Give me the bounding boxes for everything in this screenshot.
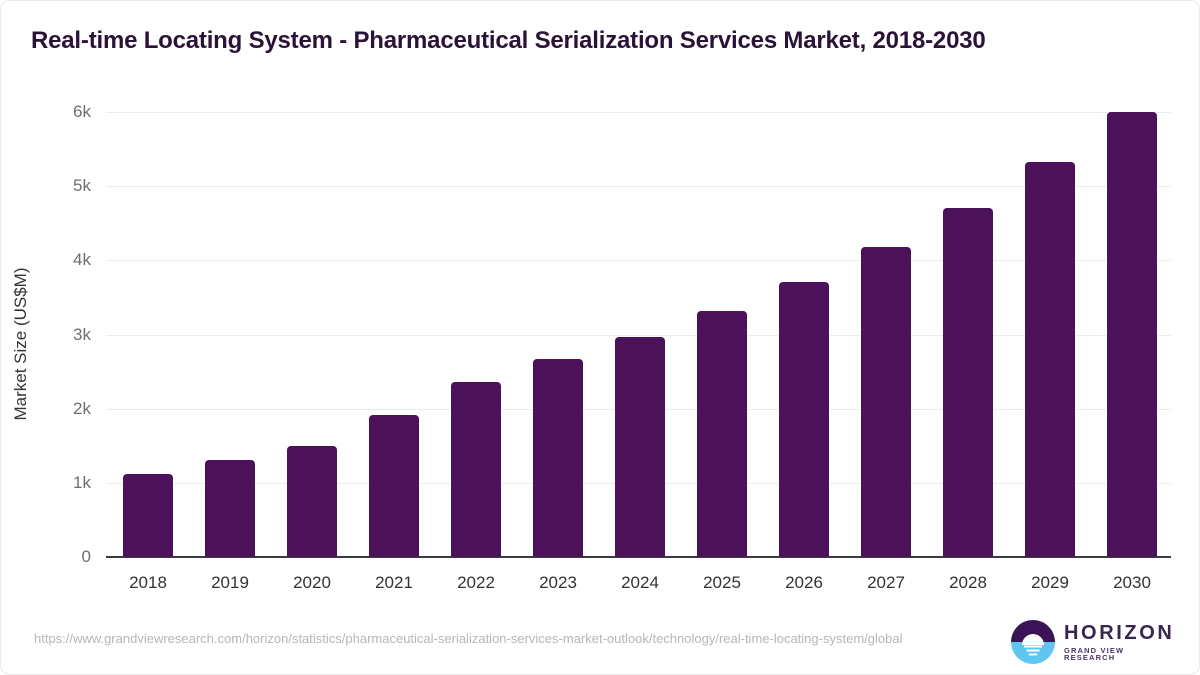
logo-wordmark: HORIZON bbox=[1064, 621, 1175, 644]
y-axis-tick-label: 4k bbox=[73, 250, 91, 270]
logo-tagline: GRAND VIEW RESEARCH bbox=[1064, 645, 1125, 662]
bar-2030[interactable] bbox=[1107, 111, 1157, 557]
bar-2019[interactable] bbox=[205, 459, 255, 557]
gridline bbox=[106, 186, 1171, 188]
gridline bbox=[106, 112, 1171, 113]
horizon-logo: HORIZON GRAND VIEW RESEARCH bbox=[1011, 617, 1174, 667]
bar-2018[interactable] bbox=[123, 473, 173, 557]
y-axis-tick-label: 2k bbox=[73, 398, 91, 418]
horizon-sun-circle-icon bbox=[1011, 620, 1055, 664]
bar-2028[interactable] bbox=[943, 208, 993, 557]
x-axis-tick-label: 2028 bbox=[949, 573, 987, 592]
x-axis-tick-label: 2019 bbox=[211, 573, 249, 592]
gridline bbox=[106, 260, 1171, 262]
y-axis-tick-label: 1k bbox=[73, 472, 91, 492]
bar-2020[interactable] bbox=[287, 445, 337, 557]
page-title: Real-time Locating System - Pharmaceutic… bbox=[31, 27, 986, 54]
bar-2023[interactable] bbox=[533, 358, 583, 557]
x-axis-tick-label: 2020 bbox=[293, 573, 331, 592]
logo-text-block: HORIZON GRAND VIEW RESEARCH bbox=[1064, 623, 1174, 662]
bar-2025[interactable] bbox=[697, 311, 747, 557]
x-axis-tick-label: 2018 bbox=[129, 573, 167, 592]
bar-2024[interactable] bbox=[615, 337, 665, 557]
y-axis-title: Market Size (US$M) bbox=[11, 267, 30, 421]
x-axis-line bbox=[106, 556, 1171, 558]
y-axis-tick-label: 5k bbox=[73, 176, 91, 196]
y-axis-tick-label: 0 bbox=[81, 547, 91, 566]
bar-2022[interactable] bbox=[451, 382, 501, 557]
gridline bbox=[106, 334, 1171, 336]
x-axis-tick-label: 2029 bbox=[1031, 573, 1069, 592]
x-axis-tick-label: 2024 bbox=[621, 573, 659, 592]
source-url[interactable]: https://www.grandviewresearch.com/horizo… bbox=[34, 631, 903, 646]
y-axis-tick-label: 6k bbox=[73, 102, 91, 121]
bar-2026[interactable] bbox=[779, 282, 829, 557]
x-axis-tick-label: 2026 bbox=[785, 573, 823, 592]
bar-2029[interactable] bbox=[1025, 162, 1075, 557]
x-axis-tick-label: 2030 bbox=[1113, 573, 1151, 592]
y-axis-tick-label: 3k bbox=[73, 324, 91, 344]
x-axis-tick-label: 2021 bbox=[375, 573, 413, 592]
x-axis-tick-label: 2027 bbox=[867, 573, 905, 592]
bar-2021[interactable] bbox=[369, 414, 419, 557]
x-axis-tick-label: 2023 bbox=[539, 573, 577, 592]
bar-2027[interactable] bbox=[861, 246, 911, 557]
x-axis-tick-label: 2025 bbox=[703, 573, 741, 592]
x-axis-tick-label: 2022 bbox=[457, 573, 495, 592]
